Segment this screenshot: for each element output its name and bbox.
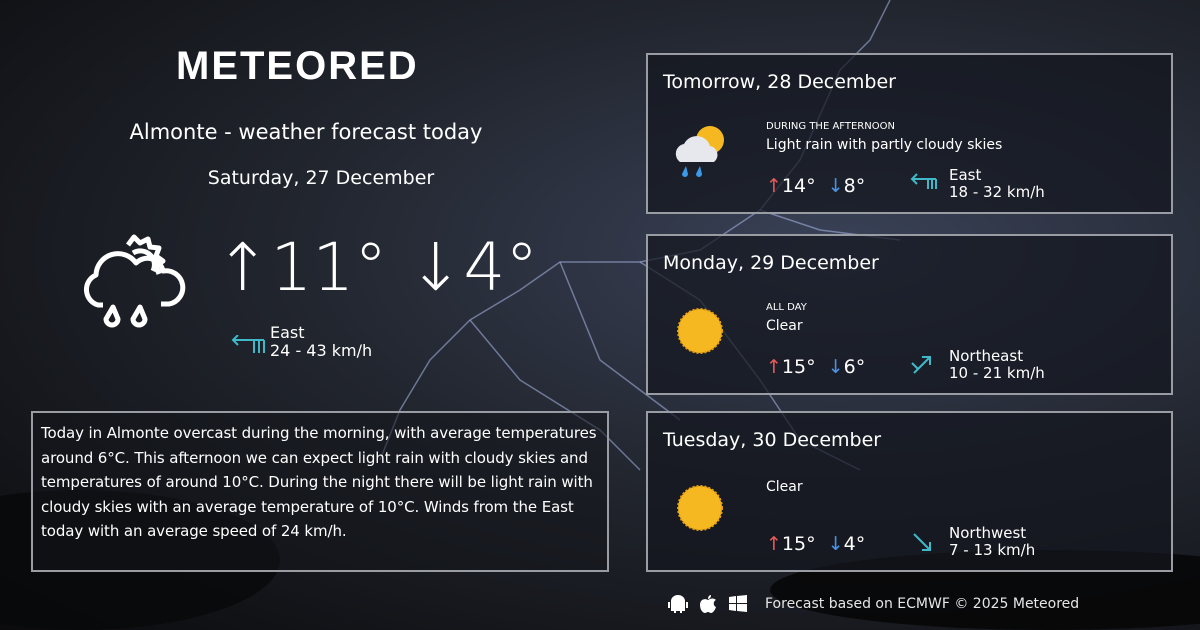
wind-northeast-icon [911,356,931,374]
rain-partly-cloudy-icon [675,126,724,177]
card-temps: ↑15° ↓4° [766,533,866,555]
platform-icons [668,594,748,614]
card-wind: Northeast 10 - 21 km/h [949,347,1045,382]
card-wind: Northwest 7 - 13 km/h [949,524,1036,559]
today-low: ↓4° [408,229,539,306]
sun-icon [677,485,723,531]
current-date: Saturday, 27 December [207,167,435,189]
card-period: DURING THE AFTERNOON [766,121,895,132]
meteored-logo[interactable]: METEORED [176,44,419,88]
card-title: Tuesday, 30 December [663,429,882,451]
page-title: Almonte - weather forecast today [129,120,483,144]
forecast-card-tomorrow[interactable]: Tomorrow, 28 December DURING THE AFTERNO… [646,53,1173,214]
sun-icon [677,308,723,354]
card-title: Tomorrow, 28 December [663,71,896,93]
card-temps: ↑14° ↓8° [766,175,866,197]
card-wind: East 18 - 32 km/h [949,166,1045,201]
wind-east-icon [910,173,937,189]
card-title: Monday, 29 December [663,252,879,274]
today-description: Today in Almonte overcast during the mor… [31,411,609,572]
card-summary: Clear [766,479,803,495]
card-temps: ↑15° ↓6° [766,356,866,378]
today-wind: East 24 - 43 km/h [270,323,373,360]
wind-northwest-icon [913,533,931,551]
arrow-down-icon: ↓ [408,229,464,306]
forecast-card-monday[interactable]: Monday, 29 December ALL DAY Clear ↑15° ↓… [646,234,1173,395]
arrow-up-icon: ↑ [215,229,271,306]
windows-icon[interactable] [728,594,748,614]
android-icon[interactable] [668,594,688,614]
rain-partly-cloudy-outline-icon [84,234,186,328]
footer-credit: Forecast based on ECMWF © 2025 Meteored [765,596,1080,612]
today-high: ↑11° [215,229,388,306]
apple-icon[interactable] [698,594,718,614]
card-summary: Clear [766,318,803,334]
card-period: ALL DAY [766,302,807,313]
forecast-card-tuesday[interactable]: Tuesday, 30 December Clear ↑15° ↓4° Nort… [646,411,1173,572]
wind-east-icon [231,335,265,353]
card-summary: Light rain with partly cloudy skies [766,137,1003,153]
